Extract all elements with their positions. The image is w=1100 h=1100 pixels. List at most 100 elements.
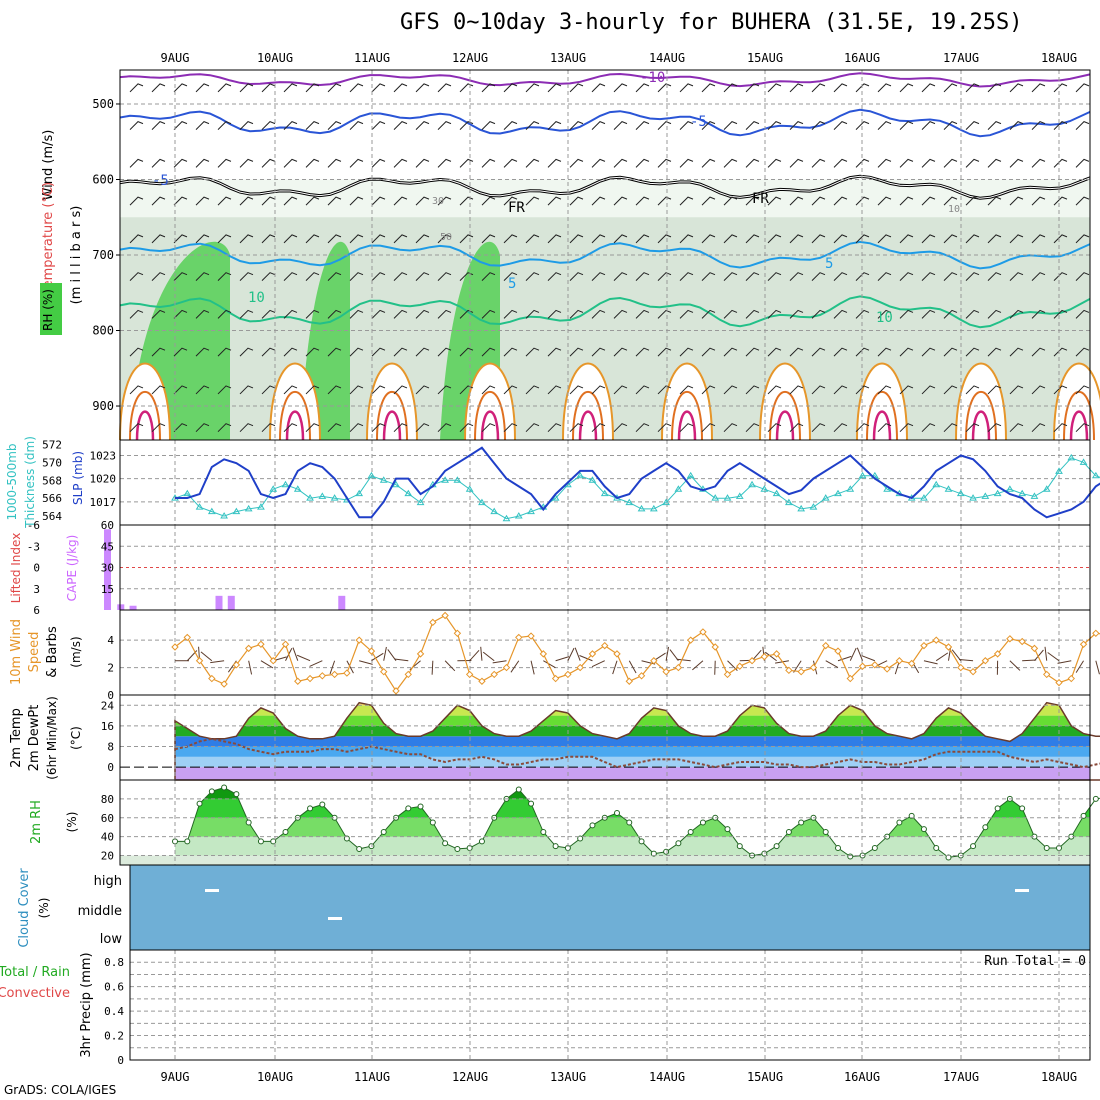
wind-barb — [921, 423, 936, 433]
date-label-top: 12AUG — [452, 51, 488, 65]
wind-barb — [173, 423, 188, 433]
wind10-speed-point — [392, 687, 400, 695]
wind-barb — [1031, 347, 1046, 357]
wind-barb — [327, 158, 342, 168]
rh2m-line — [175, 787, 1100, 858]
wind-barb — [437, 272, 452, 282]
wind-barb — [1075, 347, 1090, 357]
temp-contour-lobe-core — [578, 410, 598, 441]
wind-barb — [613, 158, 628, 168]
wind-barb — [789, 83, 804, 93]
temp-contour-lobe — [366, 362, 418, 441]
wind-barb — [327, 234, 342, 244]
temp-contour-lobe-core — [1069, 410, 1089, 441]
wind-barb — [129, 196, 144, 206]
wind-barb — [899, 347, 914, 357]
thickness-point — [478, 498, 486, 506]
wind10-speed-point — [515, 633, 523, 642]
wind-barb — [349, 347, 364, 357]
rh2m-point — [908, 812, 915, 819]
wind-barb — [965, 234, 980, 244]
wind-barb — [569, 234, 584, 244]
wind-barb — [371, 385, 386, 395]
wind10-barb — [959, 659, 974, 662]
thickness-line — [174, 457, 1100, 520]
wind10-speed-point — [244, 644, 253, 653]
wind-barb — [855, 423, 870, 433]
cape-ylabel: CAPE (J/kg) — [65, 535, 79, 602]
wind-barb — [877, 272, 892, 282]
wind10-ylabel-2: Speed — [27, 632, 42, 673]
wind-barb — [151, 83, 166, 93]
wind-barb — [789, 158, 804, 168]
wind-barb — [789, 347, 804, 357]
wind-barb — [767, 121, 782, 130]
contour-label: 5 — [508, 276, 516, 292]
wind-barb — [745, 158, 760, 168]
wind10-barb — [612, 660, 618, 675]
date-label-top: 9AUG — [161, 51, 190, 65]
temp-contour-lobe-inner — [866, 391, 898, 441]
temp-contour-lobe-inner — [671, 391, 703, 441]
cloud-level-label: low — [100, 932, 123, 947]
wind-barb — [459, 272, 474, 282]
wind10-speed-point — [834, 647, 842, 655]
wind-barb — [371, 196, 386, 206]
wind-barb — [701, 423, 716, 433]
wind-barb — [899, 272, 914, 282]
slp-frame — [119, 439, 1091, 526]
wind-barb — [789, 196, 804, 206]
wind10-speed-point — [723, 670, 732, 679]
date-label-bottom: 11AUG — [354, 1070, 390, 1084]
wind-barb — [701, 272, 716, 282]
credit-text: GrADS: COLA/IGES — [4, 1083, 117, 1097]
wind10-barb — [1075, 660, 1084, 673]
wind-barb — [283, 272, 298, 282]
date-label-bottom: 15AUG — [747, 1070, 783, 1084]
wind10-barb — [510, 660, 520, 673]
temp-contour-lobe — [759, 362, 811, 441]
wind-barb — [239, 309, 254, 319]
wind-barb — [943, 234, 958, 244]
wind10-barb — [665, 646, 670, 661]
wind-barb — [239, 234, 254, 244]
wind-barb — [855, 309, 870, 319]
wind-barb — [547, 158, 562, 168]
wind-barb — [283, 83, 298, 93]
wind10-barb — [1044, 646, 1048, 661]
temp-band — [175, 746, 1090, 757]
wind-barb — [701, 121, 716, 130]
wind-barb — [591, 121, 606, 130]
wind-barb — [833, 423, 848, 433]
thickness-point — [576, 471, 585, 479]
wind-barb — [459, 158, 474, 168]
wind-barb — [437, 347, 452, 357]
rh2m-tick-label: 40 — [101, 831, 114, 844]
wind-barb — [349, 196, 364, 206]
wind-barb — [701, 347, 716, 357]
wind-barb — [195, 83, 210, 93]
temp-band — [175, 702, 1090, 706]
wind-barb — [569, 196, 584, 206]
temp-contour-lobe-core — [971, 410, 991, 441]
wind-barb — [899, 121, 914, 130]
wind10-speed-point — [797, 667, 805, 676]
wind-barb — [745, 272, 760, 282]
rh2m-point — [871, 845, 878, 851]
wind-barb — [1031, 196, 1046, 206]
wind-barb — [855, 234, 870, 244]
slp-line — [175, 446, 1100, 519]
rh2m-point — [773, 843, 780, 850]
thickness-point — [367, 471, 376, 479]
rh2m-point — [847, 853, 854, 860]
wind10-speed-point — [858, 662, 867, 670]
wind-barb — [635, 83, 650, 93]
wind10-speed-point — [1067, 674, 1075, 683]
wind10-speed-point — [1079, 640, 1088, 648]
wind10-barb — [837, 655, 852, 662]
wind-barb — [613, 272, 628, 282]
wind-barb — [151, 423, 166, 433]
wind-barb — [503, 196, 518, 206]
thickness-point — [527, 507, 535, 515]
wind10-barb — [825, 660, 839, 668]
